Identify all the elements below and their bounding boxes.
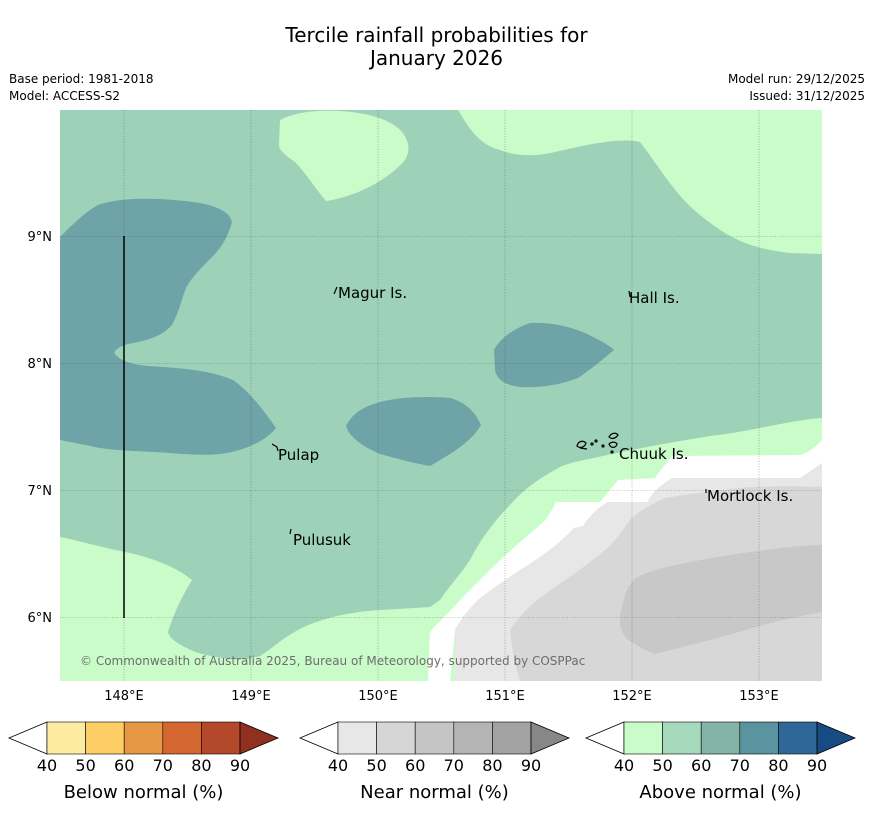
- colorbar-below-under-triangle: [7, 721, 48, 755]
- colorbar-near-under-triangle: [298, 721, 339, 755]
- above-60-blob-centre: [346, 397, 481, 466]
- lat-label-7n: 7°N: [28, 484, 53, 499]
- issued-text: Issued: 31/12/2025: [749, 89, 865, 103]
- colorbar-below-tick-label: 80: [191, 756, 211, 775]
- colorbar-below-tick-label: 90: [230, 756, 250, 775]
- colorbar-near-segment: [376, 721, 416, 755]
- colorbar-above-segment: [662, 721, 702, 755]
- place-label-hall: Hall Is.: [629, 289, 680, 307]
- colorbar-below-title: Below normal (%): [64, 782, 224, 803]
- colorbar-above-tick-label: 60: [691, 756, 711, 775]
- title-line-1: Tercile rainfall probabilities for: [285, 23, 588, 47]
- white-gap-region: [428, 440, 822, 681]
- colorbar-above-segment: [739, 721, 779, 755]
- above-40-blob-north: [279, 110, 409, 201]
- base-period-text: Base period: 1981-2018: [9, 72, 154, 86]
- near-60-region: [619, 545, 822, 654]
- hall-island-mark: [628, 290, 631, 298]
- colorbar-below-segment: [85, 721, 125, 755]
- place-label-magur: Magur Is.: [338, 284, 407, 302]
- colorbar-above-tick-label: 70: [730, 756, 750, 775]
- colorbar-above-tick-label: 90: [807, 756, 827, 775]
- colorbar-near-tick-label: 40: [328, 756, 348, 775]
- colorbar-above-segment: [623, 721, 663, 755]
- place-label-mortlock: Mortlock Is.: [707, 487, 793, 505]
- title-line-2: January 2026: [369, 46, 504, 70]
- colorbar-above-title: Above normal (%): [639, 782, 801, 803]
- chuuk-lagoon-outline: [576, 432, 619, 454]
- colorbar-near-tick-label: 60: [405, 756, 425, 775]
- colorbar-below-normal: 40 50 60 70 80 90 Below normal (%): [7, 721, 280, 803]
- colorbar-below-over-triangle: [239, 721, 280, 755]
- lat-label-9n: 9°N: [28, 230, 53, 245]
- colorbar-below-tick-label: 40: [37, 756, 57, 775]
- magur-island-mark: [333, 286, 338, 295]
- colorbar-below-segment: [201, 721, 241, 755]
- colorbar-below-tick-label: 70: [153, 756, 173, 775]
- model-text: Model: ACCESS-S2: [9, 89, 121, 103]
- colorbar-above-segment: [778, 721, 818, 755]
- lon-label-153e: 153°E: [739, 689, 779, 704]
- lat-label-8n: 8°N: [28, 357, 53, 372]
- map-area: Magur Is. Hall Is. Pulap Chuuk Is. Mortl…: [60, 110, 822, 681]
- colorbar-near-tick-label: 70: [444, 756, 464, 775]
- colorbar-near-segment: [337, 721, 377, 755]
- island-markers: [271, 286, 707, 535]
- colorbar-near-tick-label: 80: [482, 756, 502, 775]
- place-label-chuuk: Chuuk Is.: [619, 445, 688, 463]
- place-label-pulap: Pulap: [278, 446, 319, 464]
- colorbar-above-under-triangle: [584, 721, 625, 755]
- above-50-region: [60, 110, 822, 660]
- left-metadata: Base period: 1981-2018 Model: ACCESS-S2: [9, 71, 154, 105]
- map-title: Tercile rainfall probabilities for Janua…: [0, 24, 873, 70]
- colorbar-below-tick-label: 50: [75, 756, 95, 775]
- pulusuk-island-mark: [289, 528, 292, 535]
- lon-label-152e: 152°E: [612, 689, 652, 704]
- above-60-region-west: [60, 198, 276, 455]
- colorbar-above-over-triangle: [816, 721, 857, 755]
- copyright-text: © Commonwealth of Australia 2025, Bureau…: [80, 654, 585, 668]
- above-60-blob-east: [494, 322, 614, 388]
- colorbar-above-tick-label: 50: [652, 756, 672, 775]
- lat-label-6n: 6°N: [28, 611, 53, 626]
- colorbar-near-tick-label: 50: [366, 756, 386, 775]
- lon-label-149e: 149°E: [231, 689, 271, 704]
- lon-label-150e: 150°E: [358, 689, 398, 704]
- colorbar-above-tick-label: 80: [768, 756, 788, 775]
- colorbar-near-segment: [453, 721, 493, 755]
- colorbar-above-segment: [700, 721, 741, 755]
- place-label-pulusuk: Pulusuk: [293, 531, 351, 549]
- colorbar-below-segment: [46, 721, 86, 755]
- colorbar-above-tick-label: 40: [614, 756, 634, 775]
- colorbar-below-tick-label: 60: [114, 756, 134, 775]
- colorbar-near-title: Near normal (%): [360, 782, 509, 803]
- colorbar-below-segment: [162, 721, 202, 755]
- colorbar-near-normal: 40 50 60 70 80 90 Near normal (%): [298, 721, 571, 803]
- colorbar-near-over-triangle: [530, 721, 571, 755]
- model-run-text: Model run: 29/12/2025: [727, 72, 865, 86]
- colorbar-below-segment: [123, 721, 164, 755]
- colorbar-near-segment: [492, 721, 532, 755]
- colorbar-near-segment: [414, 721, 455, 755]
- colorbar-near-tick-label: 90: [521, 756, 541, 775]
- pulap-island-mark: [271, 443, 279, 452]
- colorbar-above-normal: 40 50 60 70 80 90 Above normal (%): [584, 721, 857, 803]
- lon-label-151e: 151°E: [485, 689, 525, 704]
- right-metadata: Model run: 29/12/2025 Issued: 31/12/2025: [728, 71, 865, 105]
- lon-label-148e: 148°E: [104, 689, 144, 704]
